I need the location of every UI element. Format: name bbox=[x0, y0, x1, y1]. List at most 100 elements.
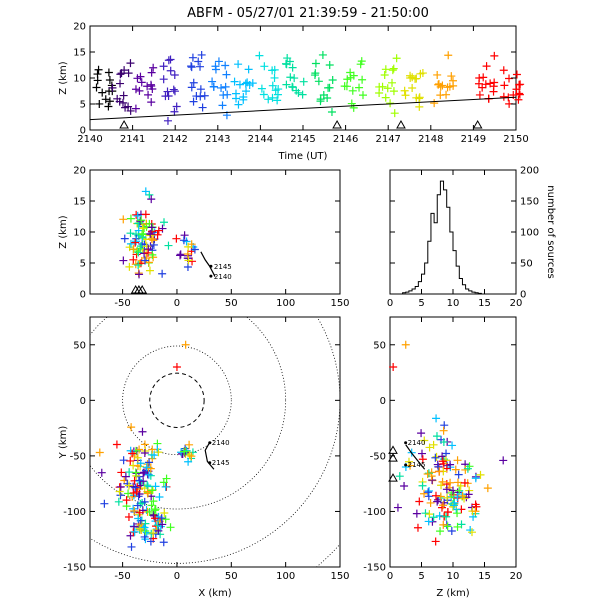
source-point bbox=[346, 68, 355, 77]
source-point bbox=[131, 483, 140, 492]
x-tick-label: 2144 bbox=[248, 134, 273, 145]
z-y-xlabel: Z (km) bbox=[436, 588, 469, 599]
x-tick-label: 2146 bbox=[333, 134, 358, 145]
source-point bbox=[318, 50, 327, 59]
source-point bbox=[442, 512, 451, 521]
x-tick-label: 2141 bbox=[120, 134, 145, 145]
track-point bbox=[209, 264, 213, 268]
source-point bbox=[190, 245, 199, 254]
source-point bbox=[116, 79, 125, 88]
source-point bbox=[319, 91, 328, 100]
x-tick-label: 2142 bbox=[162, 134, 187, 145]
y-tick-label: 50 bbox=[520, 259, 533, 270]
source-point bbox=[135, 270, 144, 279]
source-point bbox=[130, 527, 139, 536]
source-point bbox=[148, 84, 157, 93]
source-point bbox=[395, 472, 404, 481]
source-point bbox=[208, 77, 217, 86]
source-point bbox=[140, 497, 149, 506]
source-point bbox=[124, 481, 133, 490]
source-point bbox=[270, 73, 279, 82]
track-label: 2145 bbox=[212, 459, 230, 467]
source-point bbox=[514, 95, 523, 104]
source-point bbox=[117, 468, 126, 477]
source-point bbox=[343, 75, 352, 84]
axis-ticks: 2140 2141 2142 2143 2144 2145 2146 2147 2148 2149… bbox=[63, 22, 539, 583]
source-point bbox=[418, 455, 427, 464]
source-point bbox=[421, 509, 430, 518]
source-point bbox=[176, 250, 185, 259]
source-point bbox=[112, 440, 121, 449]
source-point bbox=[448, 441, 457, 450]
source-point bbox=[393, 503, 402, 512]
source-point bbox=[183, 250, 192, 259]
source-point bbox=[482, 62, 491, 71]
data-marks: 2145 2140 2140 2145 2140 2145 bbox=[89, 50, 525, 551]
source-point bbox=[104, 102, 113, 111]
source-point bbox=[239, 92, 248, 101]
source-point bbox=[248, 79, 257, 88]
source-point bbox=[214, 57, 223, 66]
source-point bbox=[316, 97, 325, 106]
source-point bbox=[230, 77, 239, 86]
source-point bbox=[146, 537, 155, 546]
x-tick-label: 20 bbox=[510, 298, 523, 309]
source-point bbox=[436, 91, 445, 100]
source-point bbox=[472, 502, 481, 511]
source-point bbox=[357, 57, 366, 66]
source-point bbox=[162, 474, 171, 483]
source-point bbox=[442, 485, 451, 494]
x-tick-label: 10 bbox=[447, 298, 460, 309]
source-point bbox=[116, 482, 125, 491]
source-point bbox=[426, 498, 435, 507]
source-point bbox=[349, 103, 358, 112]
source-point bbox=[143, 481, 152, 490]
source-point bbox=[154, 448, 163, 457]
x-tick-label: 2150 bbox=[503, 134, 528, 145]
station-triangle bbox=[388, 473, 398, 482]
source-point bbox=[129, 488, 138, 497]
source-point bbox=[172, 363, 181, 371]
source-point bbox=[146, 80, 155, 89]
source-point bbox=[149, 240, 158, 249]
source-point bbox=[114, 497, 123, 506]
range-ring bbox=[90, 317, 287, 510]
source-point bbox=[380, 71, 389, 80]
source-point bbox=[453, 522, 462, 531]
source-point bbox=[166, 523, 175, 532]
source-point bbox=[115, 487, 124, 496]
source-point bbox=[232, 94, 241, 103]
x-tick-label: 0 bbox=[174, 298, 180, 309]
source-point bbox=[432, 414, 441, 423]
source-point bbox=[294, 88, 303, 97]
source-point bbox=[126, 229, 135, 238]
source-point bbox=[128, 449, 137, 458]
source-point bbox=[147, 195, 156, 204]
source-point bbox=[406, 74, 415, 83]
station-triangle bbox=[388, 453, 398, 462]
source-point bbox=[218, 101, 227, 110]
source-point bbox=[499, 66, 508, 75]
range-ring bbox=[149, 372, 205, 429]
source-point bbox=[290, 74, 299, 83]
source-point bbox=[93, 70, 102, 79]
source-point bbox=[244, 65, 253, 74]
source-point bbox=[499, 456, 508, 465]
histogram-bars bbox=[402, 180, 482, 294]
source-point bbox=[164, 241, 173, 250]
source-point bbox=[340, 82, 349, 91]
x-tick-label: 150 bbox=[330, 571, 349, 582]
source-point bbox=[159, 62, 168, 71]
source-point bbox=[443, 522, 452, 531]
source-point bbox=[131, 104, 140, 113]
source-point bbox=[401, 340, 410, 349]
source-point bbox=[121, 103, 130, 112]
source-point bbox=[161, 482, 170, 491]
y-tick-label: -150 bbox=[63, 563, 86, 574]
source-point bbox=[460, 478, 469, 487]
source-point bbox=[425, 443, 434, 452]
source-point bbox=[147, 98, 156, 107]
source-point bbox=[136, 524, 145, 533]
plan-view-xlabel: X (km) bbox=[198, 588, 231, 599]
